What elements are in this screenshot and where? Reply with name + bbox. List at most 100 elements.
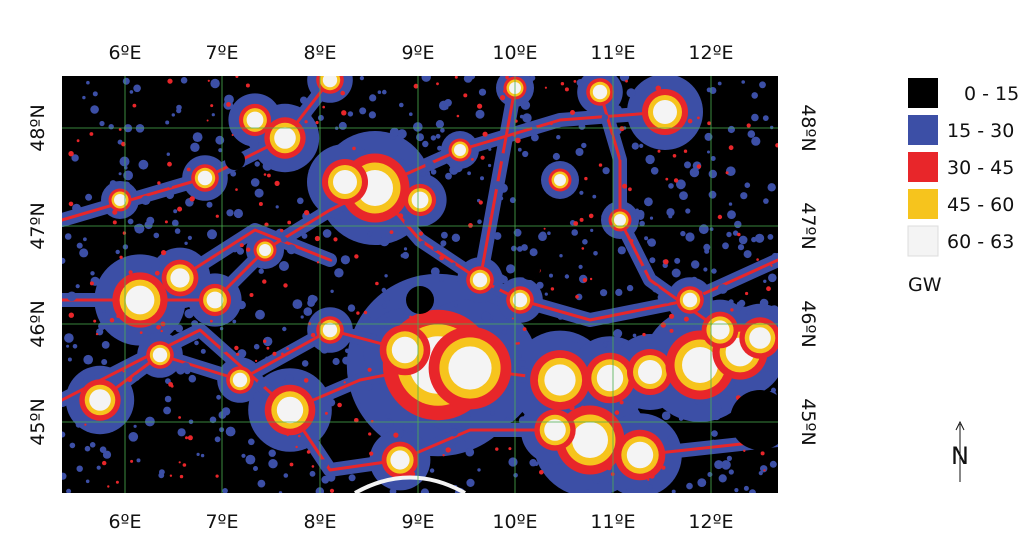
light-blob-white xyxy=(544,364,576,396)
light-dot-blue xyxy=(763,198,769,204)
light-dot-blue xyxy=(666,208,675,217)
light-dot-blue xyxy=(96,465,101,470)
light-dot-blue xyxy=(451,233,461,242)
light-dot-red xyxy=(657,149,661,153)
top-lon-label: 8ºE xyxy=(303,42,336,64)
light-blob-white xyxy=(653,100,677,124)
light-dot-red xyxy=(582,278,588,283)
light-dot-blue xyxy=(728,202,733,206)
light-dot-red xyxy=(130,459,134,463)
light-blob-white xyxy=(710,320,730,340)
light-dot-red xyxy=(310,332,316,338)
light-dot-blue xyxy=(327,398,336,407)
light-dot-blue xyxy=(133,374,140,381)
light-dot-blue xyxy=(425,160,435,170)
light-dot-blue xyxy=(122,244,129,250)
light-dot-blue xyxy=(516,407,520,411)
light-dot-blue xyxy=(511,245,517,252)
light-dot-blue xyxy=(100,318,110,328)
light-dot-red xyxy=(413,83,419,89)
light-blob-white xyxy=(390,450,410,470)
light-dot-blue xyxy=(771,252,778,260)
light-dot-red xyxy=(207,79,210,82)
light-blob-white xyxy=(638,360,662,384)
light-dot-blue xyxy=(107,189,111,193)
light-dot-red xyxy=(154,191,157,195)
light-dot-blue xyxy=(64,233,72,240)
light-dot-red xyxy=(436,82,439,86)
light-dot-blue xyxy=(451,262,456,267)
light-dot-red xyxy=(669,313,675,319)
light-dot-blue xyxy=(245,454,256,465)
light-dot-blue xyxy=(743,485,749,491)
light-dot-blue xyxy=(743,250,752,259)
light-dot-blue xyxy=(758,471,763,476)
light-dot-blue xyxy=(467,171,471,176)
light-dot-red xyxy=(717,214,723,220)
light-dot-red xyxy=(306,450,311,454)
light-dot-blue xyxy=(370,333,377,340)
light-dot-red xyxy=(164,220,168,224)
light-blob-white xyxy=(125,285,155,315)
light-dot-red xyxy=(517,342,520,345)
light-blob-white xyxy=(333,170,357,194)
light-dot-red xyxy=(515,137,521,144)
light-dot-blue xyxy=(209,416,217,424)
legend-swatch-0 xyxy=(908,78,938,108)
light-dot-blue xyxy=(466,478,475,487)
light-dot-red xyxy=(511,317,514,320)
light-blob-white xyxy=(682,347,718,383)
light-blob-white xyxy=(454,144,466,156)
light-dot-blue xyxy=(389,488,397,493)
dark-area xyxy=(520,260,540,280)
light-dot-blue xyxy=(123,388,131,396)
light-dot-red xyxy=(647,478,650,481)
light-dot-red xyxy=(756,258,759,261)
light-dot-blue xyxy=(232,319,237,324)
bottom-lon-label: 12ºE xyxy=(688,511,733,533)
light-dot-blue xyxy=(519,360,527,367)
light-dot-red xyxy=(266,346,270,350)
light-dot-red xyxy=(178,461,181,464)
light-dot-red xyxy=(775,143,778,148)
light-dot-blue xyxy=(678,416,684,421)
light-dot-blue xyxy=(571,229,578,236)
light-dot-red xyxy=(177,206,183,212)
light-blob-white xyxy=(197,170,213,186)
light-blob-white xyxy=(114,194,126,206)
light-dot-red xyxy=(696,164,702,169)
light-dot-blue xyxy=(389,127,400,137)
light-dot-blue xyxy=(76,375,84,383)
light-dot-blue xyxy=(521,244,528,251)
light-blob-white xyxy=(614,214,626,226)
light-dot-blue xyxy=(717,284,728,294)
light-dot-blue xyxy=(592,194,597,199)
light-dot-red xyxy=(743,449,746,452)
light-dot-red xyxy=(304,120,308,124)
light-dot-blue xyxy=(420,171,426,177)
light-dot-blue xyxy=(644,236,649,241)
light-dot-blue xyxy=(708,169,717,179)
legend-swatch-2 xyxy=(908,152,938,182)
light-dot-red xyxy=(329,488,335,493)
light-blob-white xyxy=(554,174,566,186)
light-dot-red xyxy=(122,370,125,373)
left-lat-label: 47ºN xyxy=(27,202,49,249)
light-dot-blue xyxy=(166,191,174,200)
light-dot-red xyxy=(112,209,118,215)
light-dot-blue xyxy=(698,224,709,235)
light-dot-blue xyxy=(606,133,612,140)
light-dot-blue xyxy=(83,237,87,242)
left-lat-label: 48ºN xyxy=(27,104,49,151)
light-dot-blue xyxy=(254,161,260,167)
light-dot-blue xyxy=(389,232,399,241)
light-dot-blue xyxy=(732,230,739,236)
light-dot-blue xyxy=(62,257,66,264)
light-blob-white xyxy=(592,84,608,100)
light-dot-blue xyxy=(187,235,192,240)
light-dot-blue xyxy=(311,295,318,303)
light-dot-blue xyxy=(347,304,356,312)
light-dot-blue xyxy=(164,395,172,403)
light-dot-red xyxy=(560,82,565,86)
